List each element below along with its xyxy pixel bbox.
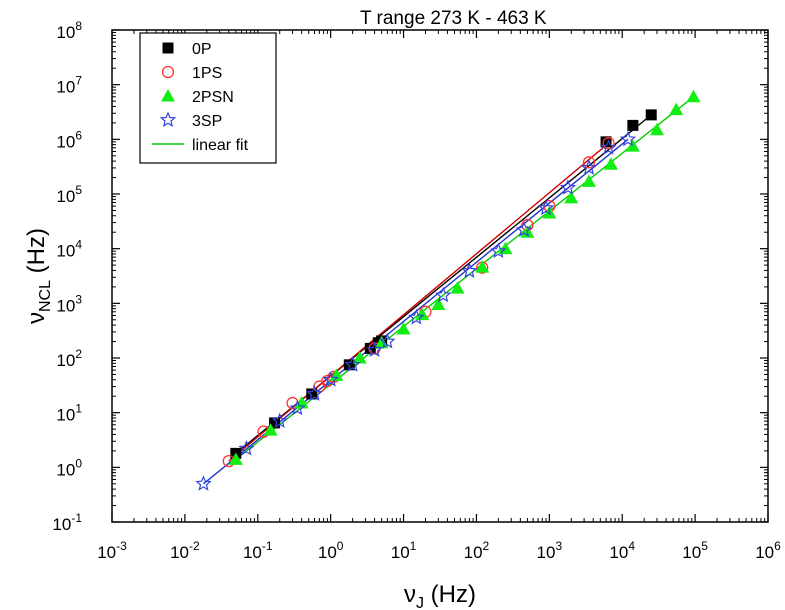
y-tick-label: 105 xyxy=(56,183,82,206)
data-point-2psn xyxy=(686,89,701,103)
plot-frame xyxy=(111,29,769,523)
x-tick-label: 101 xyxy=(391,539,417,562)
y-axis-label: νNCL (Hz) xyxy=(23,228,54,324)
legend-label: 2PSN xyxy=(192,89,234,106)
temperature-range-annotation: T range 273 K - 463 K xyxy=(360,8,547,29)
data-point-3sp xyxy=(238,440,255,456)
y-tick-label: 101 xyxy=(56,402,82,425)
x-axis-label: νJ (Hz) xyxy=(404,581,476,610)
data-point-3sp xyxy=(379,332,396,349)
data-point-2psn xyxy=(625,139,640,152)
data-point-0p xyxy=(269,417,281,429)
legend-box xyxy=(139,32,277,164)
data-point-3sp xyxy=(322,371,339,387)
data-point-2psn xyxy=(564,190,579,204)
data-point-3sp xyxy=(515,221,533,237)
legend-label: linear fit xyxy=(192,137,249,154)
y-tick-label: 104 xyxy=(56,238,82,261)
data-point-3sp xyxy=(408,308,425,325)
data-point-2psn xyxy=(294,396,309,409)
y-tick-label: 108 xyxy=(56,19,82,42)
x-tick-label: 104 xyxy=(609,539,635,562)
y-tick-label: 106 xyxy=(56,128,82,151)
legend-label: 3SP xyxy=(192,113,222,130)
data-point-3sp xyxy=(600,139,617,155)
data-point-3sp xyxy=(580,159,598,175)
fit-line xyxy=(228,142,610,462)
data-point-2psn xyxy=(475,260,490,273)
data-point-3sp xyxy=(435,286,452,303)
data-point-3sp xyxy=(490,242,507,259)
legend-label: 1PS xyxy=(192,65,222,82)
data-point-0p xyxy=(600,136,612,148)
data-point-0p xyxy=(306,388,318,400)
x-tick-label: 100 xyxy=(318,539,344,562)
legend-marker xyxy=(161,65,175,79)
data-point-3sp xyxy=(461,262,478,278)
data-point-3sp xyxy=(271,412,288,429)
data-point-2psn xyxy=(649,122,664,136)
data-point-2psn xyxy=(396,321,411,335)
data-point-2psn xyxy=(603,157,618,170)
legend-marker xyxy=(159,111,177,127)
data-point-1ps xyxy=(321,374,334,388)
legend-marker xyxy=(161,89,175,102)
x-tick-label: 105 xyxy=(682,539,708,562)
legend-label: 0P xyxy=(192,41,212,58)
data-point-1ps xyxy=(582,156,596,169)
data-point-0p xyxy=(364,342,376,354)
data-point-3sp xyxy=(306,385,323,401)
data-point-3sp xyxy=(344,356,361,372)
data-point-2psn xyxy=(415,307,430,321)
data-point-3sp xyxy=(619,130,637,147)
x-tick-label: 10-3 xyxy=(97,539,127,562)
data-point-2psn xyxy=(581,174,596,187)
y-tick-label: 103 xyxy=(56,292,82,315)
y-tick-label: 100 xyxy=(56,456,82,479)
data-point-3sp xyxy=(289,399,306,416)
x-tick-label: 106 xyxy=(755,539,781,562)
y-tick-label: 10-1 xyxy=(52,511,82,534)
data-point-3sp xyxy=(559,179,577,195)
data-point-2psn xyxy=(374,335,389,349)
data-point-0p xyxy=(645,109,657,121)
data-point-2psn xyxy=(450,281,465,294)
y-tick-label: 107 xyxy=(56,74,82,97)
data-point-2psn xyxy=(352,351,367,364)
x-tick-label: 10-2 xyxy=(170,539,200,562)
data-point-0p xyxy=(627,119,639,131)
data-point-3sp xyxy=(366,341,383,357)
x-tick-label: 102 xyxy=(464,539,490,562)
data-point-2psn xyxy=(263,423,278,436)
data-point-2psn xyxy=(669,102,684,116)
x-tick-label: 103 xyxy=(537,539,563,562)
legend-marker xyxy=(162,42,174,54)
data-point-2psn xyxy=(431,297,446,311)
x-tick-label: 10-1 xyxy=(243,539,273,562)
data-point-3sp xyxy=(195,475,212,491)
data-point-1ps xyxy=(602,137,615,150)
y-tick-label: 102 xyxy=(56,347,82,370)
data-point-2psn xyxy=(228,452,243,465)
data-point-3sp xyxy=(537,199,555,216)
